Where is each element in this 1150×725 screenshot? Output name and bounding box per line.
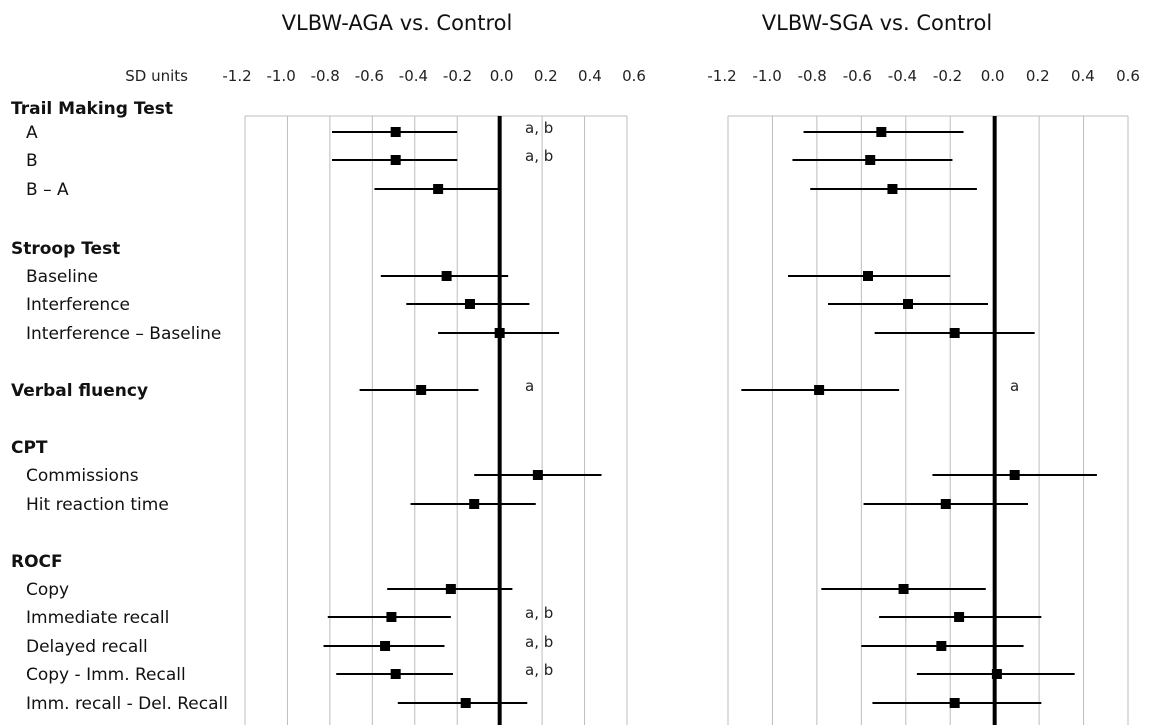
significance-note: a, b: [525, 633, 553, 651]
row-label: Delayed recall: [26, 637, 148, 657]
point-estimate: [445, 584, 456, 594]
point-estimate: [887, 184, 898, 194]
row-label: Copy: [26, 580, 69, 600]
point-estimate: [469, 499, 480, 509]
point-estimate: [954, 612, 965, 622]
tick-label: 0.0: [490, 67, 514, 85]
significance-note: a, b: [525, 604, 553, 622]
panel-title: VLBW-SGA vs. Control: [762, 11, 993, 35]
point-estimate: [390, 669, 401, 679]
point-estimate: [898, 584, 909, 594]
point-estimate: [814, 385, 825, 395]
point-estimate: [949, 328, 960, 338]
tick-label: 0.6: [1116, 67, 1140, 85]
point-estimate: [863, 271, 873, 281]
point-estimate: [494, 328, 505, 338]
tick-label: -1.0: [752, 67, 781, 85]
significance-note: a: [525, 377, 534, 395]
row-label: Baseline: [26, 267, 98, 287]
row-label: B – A: [26, 180, 69, 200]
tick-label: -1.0: [266, 67, 295, 85]
tick-label: 0.4: [578, 67, 602, 85]
point-estimate: [464, 299, 475, 309]
row-label: Hit reaction time: [26, 495, 169, 515]
point-estimate: [433, 184, 444, 194]
point-estimate: [991, 669, 1002, 679]
row-label: Commissions: [26, 466, 139, 486]
point-estimate: [940, 499, 951, 509]
tick-label: 0.6: [622, 67, 646, 85]
row-label: B: [26, 151, 38, 171]
tick-label: 0.2: [534, 67, 558, 85]
point-estimate: [936, 641, 947, 651]
tick-label: -0.6: [355, 67, 384, 85]
group-label: ROCF: [11, 552, 63, 572]
tick-label: -0.2: [443, 67, 472, 85]
significance-note: a, b: [525, 147, 553, 165]
row-label: Interference – Baseline: [26, 324, 221, 344]
tick-label: 0.0: [981, 67, 1005, 85]
point-estimate: [416, 385, 427, 395]
tick-label: -0.8: [311, 67, 340, 85]
point-estimate: [380, 641, 391, 651]
point-estimate: [532, 470, 543, 480]
row-label: Imm. recall - Del. Recall: [26, 694, 228, 714]
panel-vlbw-aga: VLBW-AGA vs. Control -1.2 -1.0 -0.8 -0.6 -0.4…: [222, 11, 646, 725]
tick-label: -0.4: [888, 67, 917, 85]
tick-label: -1.2: [222, 67, 251, 85]
group-label: Verbal fluency: [11, 381, 148, 401]
tick-label: -0.8: [798, 67, 827, 85]
row-label: Immediate recall: [26, 608, 169, 628]
group-label: Stroop Test: [11, 239, 120, 259]
row-labels: SD units Trail Making Test AB B – A Stroop T…: [11, 67, 228, 714]
point-estimate: [460, 698, 471, 708]
group-label: CPT: [11, 438, 48, 458]
point-estimate: [865, 155, 876, 165]
significance-note: a, b: [525, 661, 553, 679]
axis-label: SD units: [125, 67, 188, 85]
group-label: Trail Making Test: [11, 99, 173, 119]
point-estimate: [949, 698, 960, 708]
panel-vlbw-sga: VLBW-SGA vs. Control -1.2 -1.0 -0.8 -0.6 -0.4…: [707, 11, 1140, 725]
tick-label: 0.2: [1026, 67, 1050, 85]
point-estimate: [876, 127, 887, 137]
significance-note: a: [1010, 377, 1019, 395]
tick-label: -1.2: [707, 67, 736, 85]
point-estimate: [903, 299, 913, 309]
tick-label: -0.4: [399, 67, 428, 85]
panel-title: VLBW-AGA vs. Control: [282, 11, 513, 35]
tick-label: -0.2: [933, 67, 962, 85]
point-estimate: [386, 612, 397, 622]
row-label: A: [26, 123, 38, 143]
row-label: Interference: [26, 295, 130, 315]
row-label: Copy - Imm. Recall: [26, 665, 186, 685]
tick-label: 0.4: [1071, 67, 1095, 85]
tick-label: -0.6: [843, 67, 872, 85]
point-estimate: [1009, 470, 1020, 480]
significance-note: a, b: [525, 119, 553, 137]
point-estimate: [441, 271, 452, 281]
point-estimate: [390, 155, 401, 165]
point-estimate: [390, 127, 401, 137]
